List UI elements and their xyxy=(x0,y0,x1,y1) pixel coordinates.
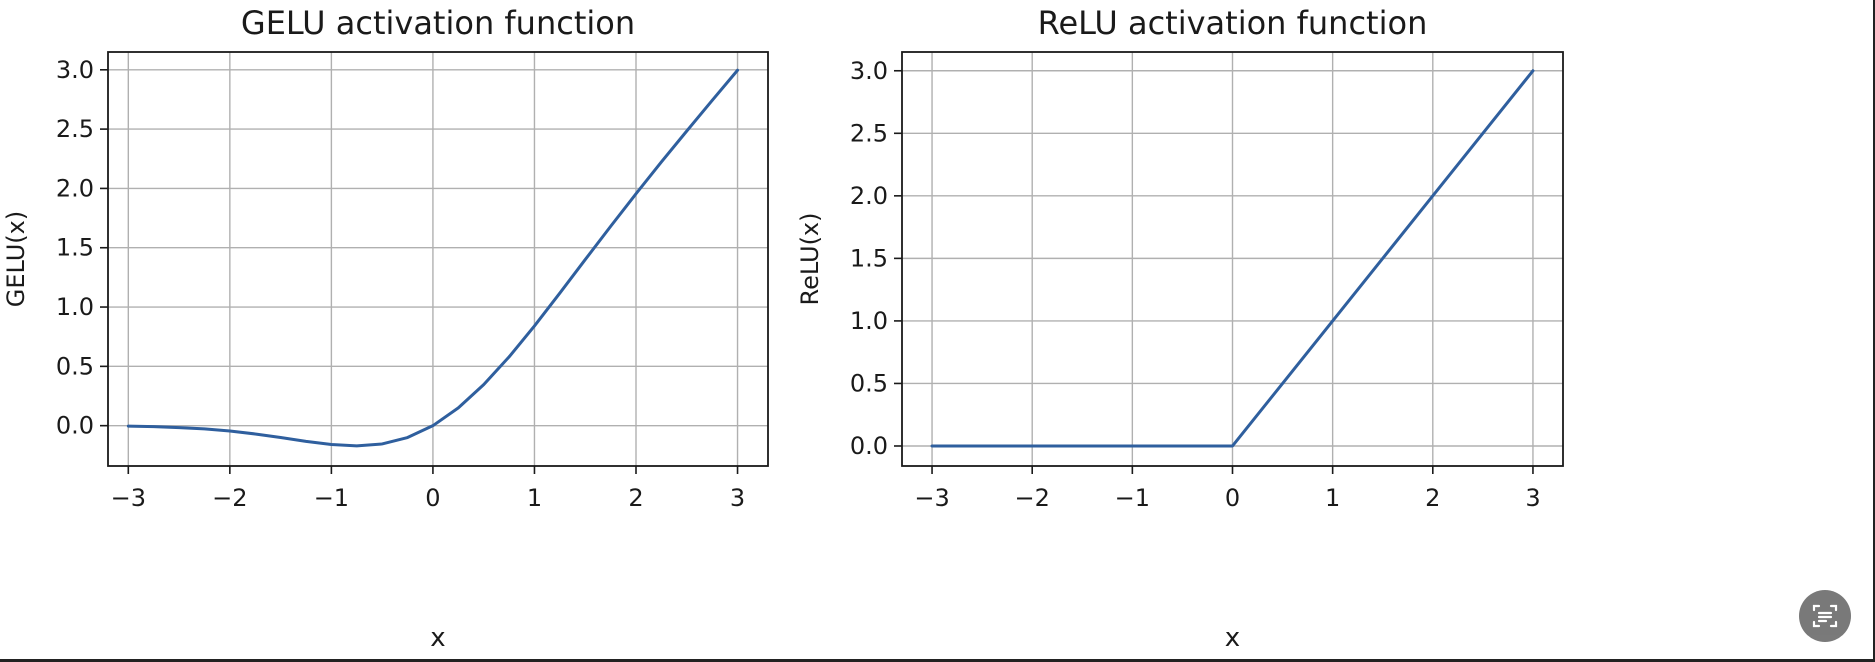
relu-xtick-label: −2 xyxy=(1015,484,1050,512)
gelu-x-axis-label: x xyxy=(430,623,445,653)
gelu-xtick-label: 3 xyxy=(730,484,745,512)
relu-ytick-label: 1.5 xyxy=(850,244,888,272)
gelu-ytick-label: 1.5 xyxy=(56,234,94,262)
gelu-ytick-label: 3.0 xyxy=(56,56,94,84)
relu-ytick-label: 0.0 xyxy=(850,432,888,460)
gelu-series-line xyxy=(126,68,740,448)
relu-xtick-label: 2 xyxy=(1425,484,1440,512)
gelu-xtick-label: 1 xyxy=(527,484,542,512)
gelu-ytick-label: 2.5 xyxy=(56,115,94,143)
gelu-ytick-label: 0.0 xyxy=(56,412,94,440)
gelu-xtick-label: −2 xyxy=(212,484,247,512)
text-recognition-button[interactable] xyxy=(1799,590,1851,642)
relu-ytick-label: 0.5 xyxy=(850,369,888,397)
gelu-xtick-label: 0 xyxy=(425,484,440,512)
relu-xtick-label: 3 xyxy=(1525,484,1540,512)
relu-xtick-label: 1 xyxy=(1325,484,1340,512)
gelu-chart-title: GELU activation function xyxy=(241,4,635,42)
relu-x-axis-label: x xyxy=(1225,623,1240,653)
gelu-xtick-label: 2 xyxy=(628,484,643,512)
gelu-axes-frame xyxy=(107,51,769,467)
right-border xyxy=(1873,0,1875,662)
gelu-xtick-label: −1 xyxy=(314,484,349,512)
bottom-border xyxy=(0,659,1875,662)
relu-y-axis-label: ReLU(x) xyxy=(796,212,824,305)
relu-series-line xyxy=(930,69,1535,448)
text-recognition-icon xyxy=(1812,604,1838,628)
relu-xtick-label: 0 xyxy=(1225,484,1240,512)
relu-ytick-label: 1.0 xyxy=(850,307,888,335)
gelu-ytick-label: 2.0 xyxy=(56,174,94,202)
relu-xtick-label: −3 xyxy=(914,484,949,512)
gelu-ytick-label: 1.0 xyxy=(56,293,94,321)
relu-xtick-label: −1 xyxy=(1115,484,1150,512)
gelu-xtick-label: −3 xyxy=(111,484,146,512)
relu-ytick-label: 2.5 xyxy=(850,119,888,147)
relu-chart-title: ReLU activation function xyxy=(1038,4,1428,42)
gelu-ytick-label: 0.5 xyxy=(56,352,94,380)
gelu-y-axis-label: GELU(x) xyxy=(2,211,30,307)
relu-ytick-label: 2.0 xyxy=(850,182,888,210)
relu-ytick-label: 3.0 xyxy=(850,57,888,85)
